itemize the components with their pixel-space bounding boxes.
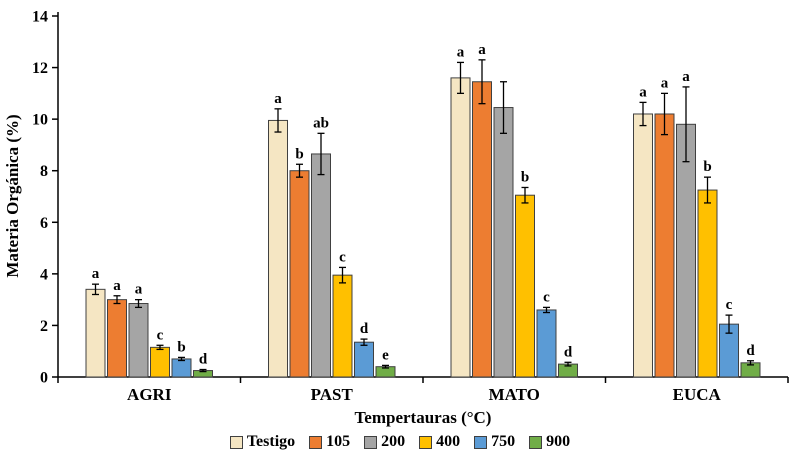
y-tick-label: 4 <box>40 266 48 283</box>
significance-letter: a <box>682 69 690 85</box>
y-tick-label: 14 <box>32 9 48 26</box>
legend-item-105: 105 <box>309 433 350 451</box>
legend-item-testigo: Testigo <box>229 433 296 451</box>
legend-label: 400 <box>436 433 461 450</box>
y-tick-label: 12 <box>32 60 48 77</box>
bar-agri-105 <box>107 299 127 378</box>
bar-agri-400 <box>150 346 170 378</box>
bar-agri-200 <box>128 303 149 378</box>
legend-label: Testigo <box>246 433 296 450</box>
significance-letter: b <box>295 146 303 162</box>
legend-swatch <box>419 435 433 449</box>
significance-letter: b <box>703 159 711 175</box>
legend-swatch <box>229 435 243 449</box>
bar-mato-750 <box>536 309 557 378</box>
legend-label: 200 <box>381 433 406 450</box>
significance-letter: a <box>92 266 100 282</box>
legend-label: 105 <box>326 433 351 450</box>
significance-letter: a <box>639 84 647 100</box>
y-tick-label: 8 <box>40 163 48 180</box>
legend-item-900: 900 <box>529 433 570 451</box>
x-category-label: PAST <box>311 385 354 404</box>
significance-letter: b <box>521 169 529 185</box>
bar-chart: Materia Orgánica (%) Tempertauras (°C) 0… <box>3 9 789 427</box>
significance-letter: d <box>746 343 755 359</box>
bar-mato-105 <box>472 81 492 378</box>
bar-past-200 <box>311 153 331 378</box>
legend-swatch <box>529 435 543 449</box>
bar-past-400 <box>332 274 353 378</box>
x-axis-title: Tempertauras (°C) <box>355 408 492 427</box>
significance-letter: a <box>661 75 669 91</box>
bar-agri-testigo <box>85 288 106 378</box>
significance-letter: a <box>274 91 282 107</box>
x-category-label: AGRI <box>127 385 172 404</box>
x-category-label: MATO <box>489 385 540 404</box>
y-tick-label: 10 <box>32 112 48 129</box>
significance-letter: d <box>564 344 573 360</box>
significance-letter: a <box>135 282 143 298</box>
significance-letter: ab <box>313 115 329 131</box>
bar-euca-testigo <box>633 113 653 378</box>
bar-euca-400 <box>697 189 718 378</box>
legend-swatch <box>309 435 323 449</box>
significance-letter: a <box>457 44 465 60</box>
y-tick-label: 0 <box>40 370 48 387</box>
bar-euca-105 <box>654 113 675 378</box>
legend-item-400: 400 <box>419 433 460 451</box>
bar-past-testigo <box>268 119 288 378</box>
chart-legend: Testigo 105 200 400 750 900 <box>0 428 800 456</box>
bar-mato-testigo <box>450 77 471 378</box>
y-axis-title: Materia Orgánica (%) <box>3 114 22 277</box>
legend-item-200: 200 <box>364 433 405 451</box>
y-tick-label: 6 <box>40 215 48 232</box>
legend-swatch <box>364 435 378 449</box>
bar-agri-750 <box>171 358 192 378</box>
significance-letter: a <box>113 278 121 294</box>
legend-label: 750 <box>491 433 516 450</box>
significance-letter: c <box>157 327 164 343</box>
significance-letter: e <box>382 347 389 363</box>
bar-past-750 <box>354 341 374 378</box>
significance-letter: c <box>339 249 346 265</box>
significance-letter: b <box>177 339 185 355</box>
significance-letter: d <box>199 352 208 368</box>
significance-letter: d <box>360 321 369 337</box>
legend-item-750: 750 <box>474 433 515 451</box>
significance-letter: a <box>478 42 486 58</box>
significance-letter: c <box>726 297 733 313</box>
legend-label: 900 <box>546 433 571 450</box>
x-category-label: EUCA <box>673 385 722 404</box>
bar-past-105 <box>289 170 310 378</box>
y-tick-label: 2 <box>40 318 48 335</box>
bar-mato-200 <box>493 107 514 378</box>
significance-letter: c <box>543 289 550 305</box>
legend-swatch <box>474 435 488 449</box>
bar-mato-400 <box>515 194 535 378</box>
